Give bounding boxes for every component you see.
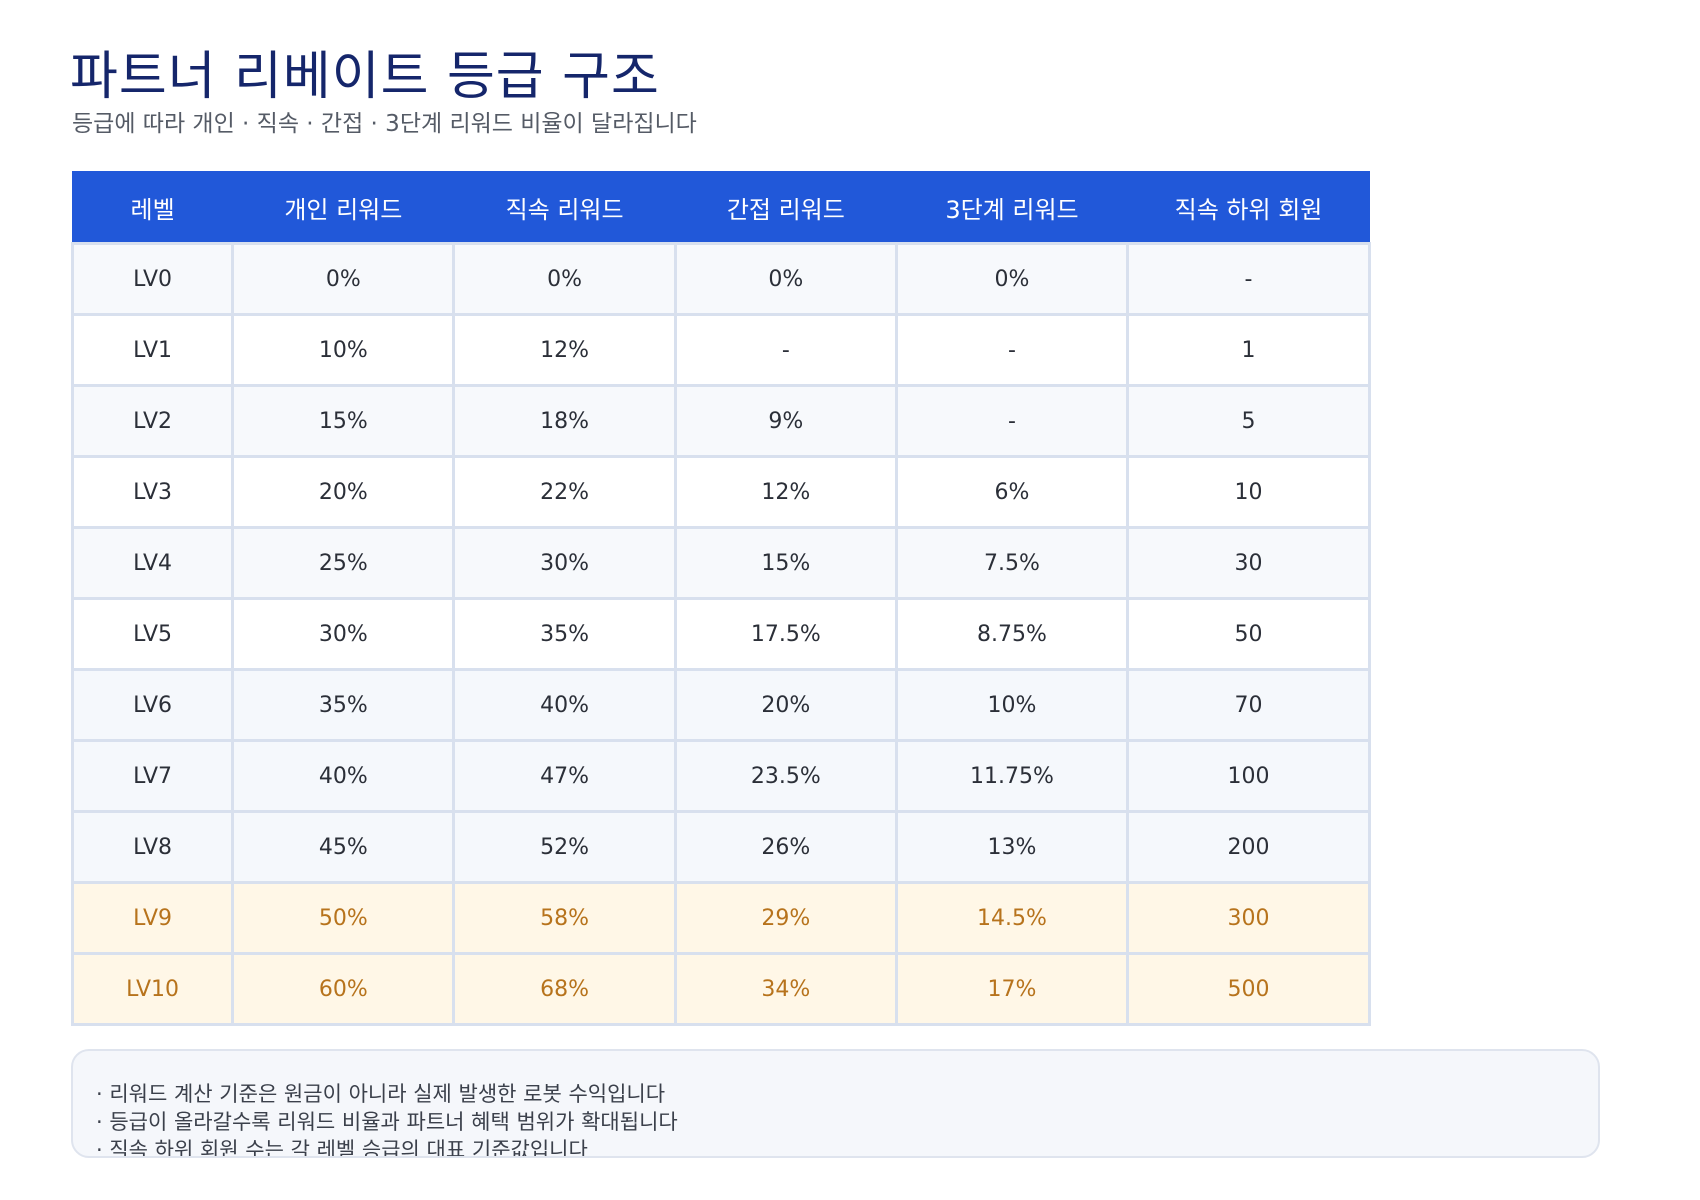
cell-level: LV1	[70, 313, 235, 387]
cell-third-tier-reward: -	[894, 384, 1130, 458]
cell-third-tier-reward: 6%	[894, 455, 1130, 529]
column-header-personal-reward: 개인 리워드	[232, 171, 455, 244]
column-header-indirect-reward: 간접 리워드	[674, 171, 897, 244]
cell-direct-members: 70	[1126, 668, 1371, 742]
table-row: LV0 0% 0% 0% 0% -	[70, 242, 1371, 316]
cell-direct-reward: 40%	[452, 668, 677, 742]
cell-indirect-reward: 9%	[673, 384, 898, 458]
note-item: · 직속 하위 회원 수는 각 레벨 승급의 대표 기준값입니다	[96, 1138, 588, 1158]
cell-third-tier-reward: 11.75%	[894, 739, 1130, 813]
cell-direct-reward: 12%	[452, 313, 677, 387]
cell-personal-reward: 35%	[231, 668, 456, 742]
cell-indirect-reward: 26%	[673, 810, 898, 884]
table-row: LV5 30% 35% 17.5% 8.75% 50	[70, 597, 1371, 671]
cell-third-tier-reward: 13%	[894, 810, 1130, 884]
cell-level: LV3	[70, 455, 235, 529]
cell-level: LV6	[70, 668, 235, 742]
cell-indirect-reward: 23.5%	[673, 739, 898, 813]
cell-third-tier-reward: 10%	[894, 668, 1130, 742]
cell-third-tier-reward: -	[894, 313, 1130, 387]
cell-personal-reward: 10%	[231, 313, 456, 387]
rebate-grade-table: 레벨 개인 리워드 직속 리워드 간접 리워드 3단계 리워드 직속 하위 회원…	[70, 171, 1371, 1026]
cell-indirect-reward: 0%	[673, 242, 898, 316]
cell-personal-reward: 20%	[231, 455, 456, 529]
cell-direct-reward: 47%	[452, 739, 677, 813]
cell-indirect-reward: 29%	[673, 881, 898, 955]
cell-direct-members: 100	[1126, 739, 1371, 813]
cell-third-tier-reward: 7.5%	[894, 526, 1130, 600]
column-header-third-tier-reward: 3단계 리워드	[895, 171, 1129, 244]
cell-level: LV8	[70, 810, 235, 884]
cell-third-tier-reward: 14.5%	[894, 881, 1130, 955]
cell-direct-reward: 22%	[452, 455, 677, 529]
cell-direct-reward: 35%	[452, 597, 677, 671]
cell-direct-members: -	[1126, 242, 1371, 316]
cell-personal-reward: 30%	[231, 597, 456, 671]
note-item: · 등급이 올라갈수록 리워드 비율과 파트너 혜택 범위가 확대됩니다	[96, 1110, 678, 1134]
table-row: LV6 35% 40% 20% 10% 70	[70, 668, 1371, 742]
cell-indirect-reward: 12%	[673, 455, 898, 529]
cell-level: LV4	[70, 526, 235, 600]
notes-box: · 리워드 계산 기준은 원금이 아니라 실제 발생한 로봇 수익입니다 · 등…	[71, 1049, 1600, 1158]
cell-direct-members: 300	[1126, 881, 1371, 955]
cell-direct-members: 200	[1126, 810, 1371, 884]
page-title: 파트너 리베이트 등급 구조	[70, 47, 660, 107]
cell-direct-members: 30	[1126, 526, 1371, 600]
cell-level: LV7	[70, 739, 235, 813]
cell-level: LV10	[70, 952, 235, 1026]
cell-personal-reward: 60%	[231, 952, 456, 1026]
cell-indirect-reward: 20%	[673, 668, 898, 742]
cell-direct-reward: 18%	[452, 384, 677, 458]
table-row: LV9 50% 58% 29% 14.5% 300	[70, 881, 1371, 955]
cell-personal-reward: 25%	[231, 526, 456, 600]
column-header-level: 레벨	[71, 171, 234, 244]
table-header-row: 레벨 개인 리워드 직속 리워드 간접 리워드 3단계 리워드 직속 하위 회원	[71, 171, 1370, 244]
column-header-direct-members: 직속 하위 회원	[1127, 171, 1370, 244]
cell-third-tier-reward: 0%	[894, 242, 1130, 316]
table-row: LV4 25% 30% 15% 7.5% 30	[70, 526, 1371, 600]
table-row: LV8 45% 52% 26% 13% 200	[70, 810, 1371, 884]
table-row: LV1 10% 12% - -1	[70, 313, 1371, 387]
cell-direct-reward: 68%	[452, 952, 677, 1026]
cell-personal-reward: 45%	[231, 810, 456, 884]
cell-level: LV0	[70, 242, 235, 316]
table-body: LV0 0% 0% 0% 0% - LV1 10% 12% - -1 LV2 15% 18% 9% -5 LV3…	[70, 242, 1371, 1026]
cell-third-tier-reward: 17%	[894, 952, 1130, 1026]
cell-indirect-reward: 34%	[673, 952, 898, 1026]
cell-direct-members: 50	[1126, 597, 1371, 671]
table-row: LV7 40% 47% 23.5% 11.75% 100	[70, 739, 1371, 813]
cell-personal-reward: 0%	[231, 242, 456, 316]
page-subtitle: 등급에 따라 개인 · 직속 · 간접 · 3단계 리워드 비율이 달라집니다	[72, 111, 697, 137]
table-row: LV3 20% 22% 12% 6% 10	[70, 455, 1371, 529]
cell-level: LV5	[70, 597, 235, 671]
cell-personal-reward: 50%	[231, 881, 456, 955]
note-item: · 리워드 계산 기준은 원금이 아니라 실제 발생한 로봇 수익입니다	[96, 1082, 666, 1106]
cell-direct-members: 500	[1126, 952, 1371, 1026]
cell-direct-reward: 52%	[452, 810, 677, 884]
cell-third-tier-reward: 8.75%	[894, 597, 1130, 671]
table-row: LV10 60% 68% 34% 17% 500	[70, 952, 1371, 1026]
cell-personal-reward: 15%	[231, 384, 456, 458]
table-row: LV2 15% 18% 9% -5	[70, 384, 1371, 458]
cell-direct-reward: 58%	[452, 881, 677, 955]
cell-direct-members: 10	[1126, 455, 1371, 529]
cell-indirect-reward: 15%	[673, 526, 898, 600]
notes-list: · 리워드 계산 기준은 원금이 아니라 실제 발생한 로봇 수익입니다 · 등…	[73, 1051, 1598, 1158]
cell-personal-reward: 40%	[231, 739, 456, 813]
cell-level: LV9	[70, 881, 235, 955]
cell-indirect-reward: -	[673, 313, 898, 387]
cell-direct-reward: 30%	[452, 526, 677, 600]
column-header-direct-reward: 직속 리워드	[453, 171, 676, 244]
cell-level: LV2	[70, 384, 235, 458]
cell-direct-members: 1	[1126, 313, 1371, 387]
cell-direct-reward: 0%	[452, 242, 677, 316]
cell-indirect-reward: 17.5%	[673, 597, 898, 671]
cell-direct-members: 5	[1126, 384, 1371, 458]
